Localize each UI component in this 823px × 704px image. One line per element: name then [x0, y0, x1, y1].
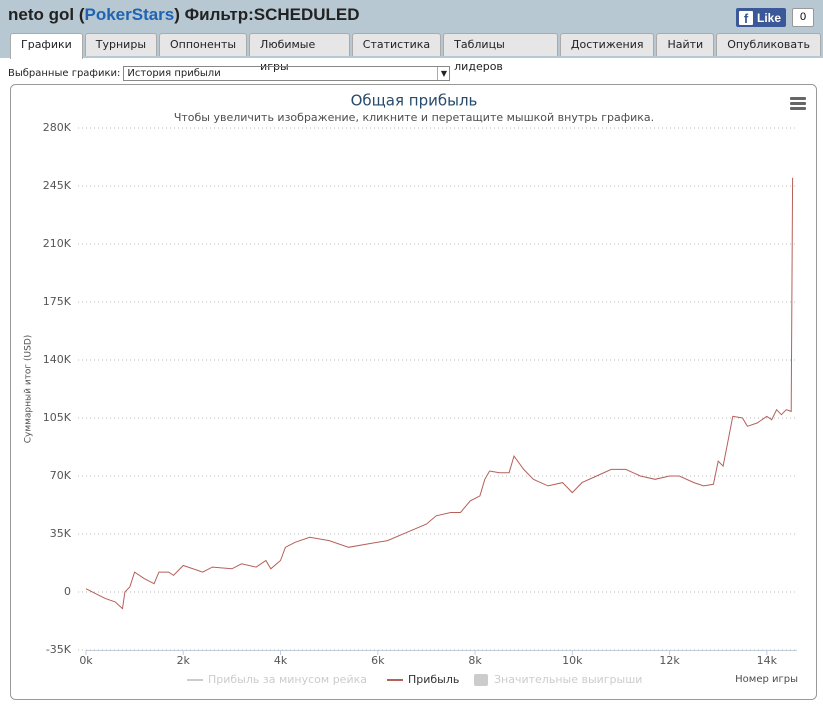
tab[interactable]: Достижения — [559, 33, 655, 56]
chart-panel — [10, 84, 817, 700]
chart-subtitle: Чтобы увеличить изображение, кликните и … — [174, 111, 654, 124]
tab[interactable]: Статистика — [351, 33, 442, 56]
like-button[interactable]: f Like — [736, 8, 787, 27]
tab[interactable]: Найти — [656, 33, 715, 56]
x-tick-label: 14k — [757, 654, 778, 667]
x-axis-title: Номер игры — [735, 674, 798, 685]
y-tick-label: 35K — [50, 527, 72, 540]
menu-icon[interactable] — [790, 97, 806, 110]
chart-title: Общая прибыль — [351, 92, 478, 110]
selector-label: Выбранные графики: — [8, 68, 121, 79]
tab[interactable]: Таблицы лидеров — [443, 33, 558, 73]
legend-label: Прибыль — [408, 673, 459, 686]
data-line — [85, 177, 794, 610]
tab[interactable]: Оппоненты — [159, 33, 248, 56]
filter: ) Фильтр:SCHEDULED — [174, 5, 360, 24]
y-tick-label: 0 — [64, 585, 71, 598]
x-tick-label: 2k — [177, 654, 191, 667]
x-tick-label: 6k — [371, 654, 385, 667]
y-tick-label: 70K — [50, 469, 72, 482]
like-text: Like — [757, 10, 782, 25]
tab[interactable]: Графики — [10, 33, 83, 59]
x-tick-label: 12k — [659, 654, 680, 667]
x-tick-label: 10k — [562, 654, 583, 667]
y-tick-label: 245K — [43, 179, 72, 192]
tab[interactable]: Опубликовать — [716, 33, 821, 56]
legend-symbol — [474, 674, 488, 686]
y-tick-label: 175K — [43, 295, 72, 308]
x-tick-label: 8k — [468, 654, 482, 667]
site[interactable]: PokerStars — [84, 5, 175, 24]
player: neto gol ( — [8, 5, 85, 24]
select[interactable]: История прибыли ▼ — [123, 66, 451, 81]
page-title: neto gol (PokerStars) Фильтр:SCHEDULED — [8, 5, 360, 25]
selector: Выбранные графики: История прибыли ▼ — [8, 66, 451, 81]
tab[interactable]: Турниры — [84, 33, 158, 56]
y-tick-label: 280K — [43, 121, 72, 134]
y-tick-label: 210K — [43, 237, 72, 250]
like-count: 0 — [792, 8, 814, 27]
legend-label: Прибыль за минусом рейка — [208, 673, 367, 686]
tabs: Графики Турниры Оппоненты Любимые игры Стати… — [10, 33, 823, 73]
select-arrow: ▼ — [437, 67, 449, 80]
y-tick-label: -35K — [46, 643, 72, 656]
y-tick-label: 140K — [43, 353, 72, 366]
x-tick-label: 4k — [274, 654, 288, 667]
x-tick-label: 0k — [79, 654, 93, 667]
y-axis-title: Суммарный итог (USD) — [24, 335, 34, 444]
y-tick-label: 105K — [43, 411, 72, 424]
select-value: История прибыли — [127, 68, 221, 79]
tab[interactable]: Любимые игры — [249, 33, 350, 73]
legend-label: Значительные выигрыши — [494, 673, 642, 686]
fb-icon: f — [739, 10, 753, 26]
